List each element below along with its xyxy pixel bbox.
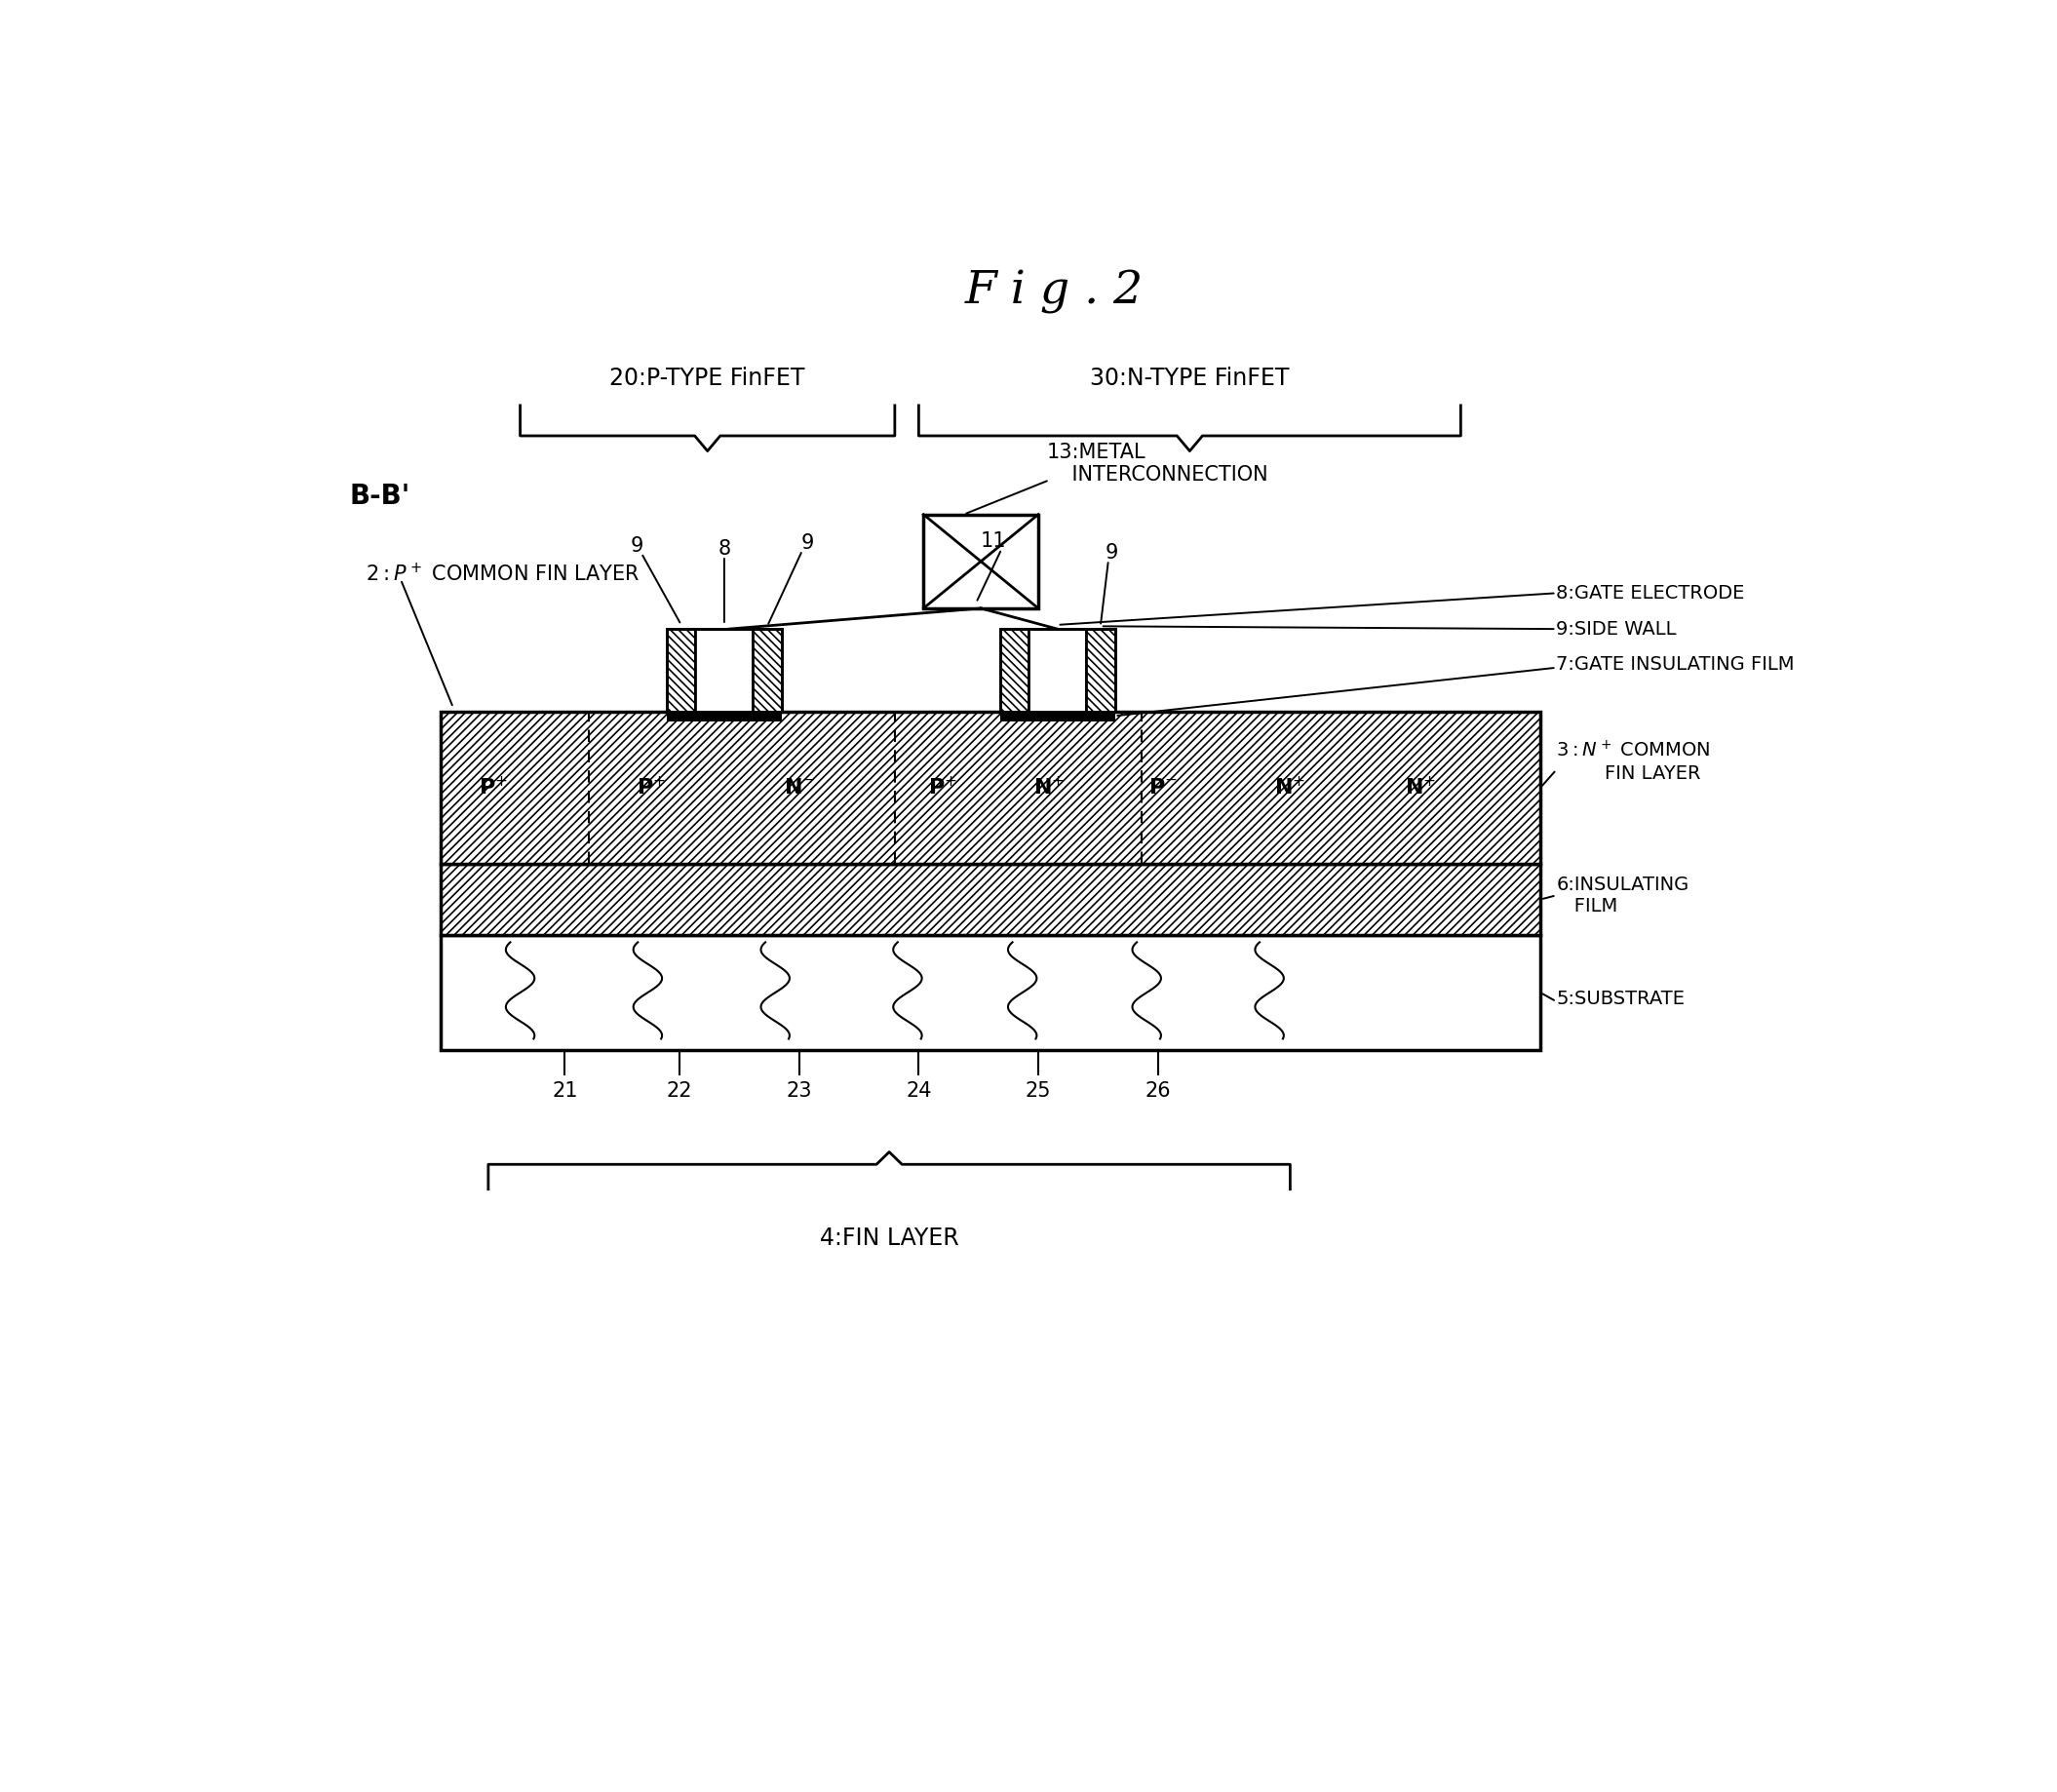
Text: 11: 11 [981, 530, 1006, 550]
Bar [666, 629, 695, 711]
Bar [666, 711, 782, 722]
Text: 9:SIDE WALL: 9:SIDE WALL [1557, 620, 1676, 638]
Bar [1000, 711, 1115, 722]
Text: 9: 9 [1105, 543, 1119, 563]
Text: $\mathregular{N}^{+}$: $\mathregular{N}^{+}$ [1275, 776, 1306, 799]
Bar [1000, 629, 1028, 711]
Text: 6:INSULATING
   FILM: 6:INSULATING FILM [1557, 874, 1689, 916]
Text: 24: 24 [905, 1082, 932, 1100]
Bar [924, 514, 1039, 607]
Text: $\mathregular{P}^{+}$: $\mathregular{P}^{+}$ [928, 776, 957, 799]
Text: 13:METAL
    INTERCONNECTION: 13:METAL INTERCONNECTION [1047, 443, 1269, 484]
Bar [753, 629, 782, 711]
Text: 30:N-TYPE FinFET: 30:N-TYPE FinFET [1090, 366, 1290, 389]
Bar [440, 935, 1541, 1050]
Text: 9: 9 [629, 536, 644, 556]
Text: $\mathregular{P}^{-}$: $\mathregular{P}^{-}$ [1148, 778, 1177, 797]
Text: B-B': B-B' [350, 482, 409, 511]
Bar [1028, 629, 1086, 711]
Bar [1086, 629, 1115, 711]
Text: $\mathregular{P}^{+}$: $\mathregular{P}^{+}$ [479, 776, 508, 799]
Text: 20:P-TYPE FinFET: 20:P-TYPE FinFET [609, 366, 804, 389]
Text: 8: 8 [718, 539, 730, 559]
Text: 5:SUBSTRATE: 5:SUBSTRATE [1557, 989, 1685, 1009]
Bar [440, 864, 1541, 935]
Text: 25: 25 [1024, 1082, 1051, 1100]
Text: 8:GATE ELECTRODE: 8:GATE ELECTRODE [1557, 584, 1744, 602]
Text: $\mathregular{N}^{-}$: $\mathregular{N}^{-}$ [784, 778, 815, 797]
Text: $\mathregular{P}^{+}$: $\mathregular{P}^{+}$ [636, 776, 666, 799]
Bar [1000, 629, 1115, 711]
Bar [695, 629, 753, 711]
Bar [666, 629, 782, 711]
Text: $2:P^+$ COMMON FIN LAYER: $2:P^+$ COMMON FIN LAYER [366, 563, 640, 586]
Text: 7:GATE INSULATING FILM: 7:GATE INSULATING FILM [1557, 656, 1796, 674]
Text: $\mathregular{N}^{+}$: $\mathregular{N}^{+}$ [1405, 776, 1436, 799]
Text: 23: 23 [786, 1082, 813, 1100]
Text: 4:FIN LAYER: 4:FIN LAYER [819, 1226, 959, 1249]
Text: $\mathregular{N}^{+}$: $\mathregular{N}^{+}$ [1035, 776, 1066, 799]
Text: 21: 21 [551, 1082, 578, 1100]
Text: 26: 26 [1146, 1082, 1170, 1100]
Text: F i g . 2: F i g . 2 [965, 271, 1144, 314]
Text: 22: 22 [666, 1082, 693, 1100]
Bar [440, 711, 1541, 864]
Text: $3:N^+$ COMMON
        FIN LAYER: $3:N^+$ COMMON FIN LAYER [1557, 740, 1711, 783]
Text: 9: 9 [800, 534, 815, 554]
